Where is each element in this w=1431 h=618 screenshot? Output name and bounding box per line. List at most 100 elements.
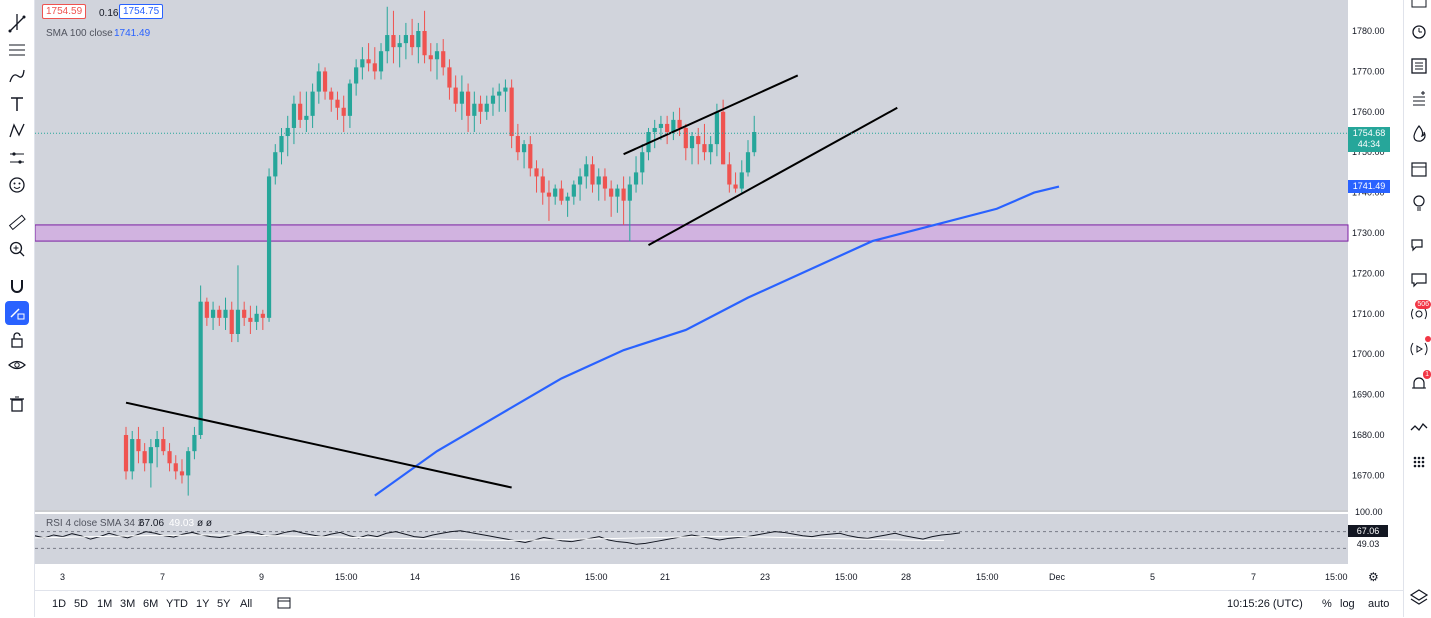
alarm-clock-icon[interactable]: [1408, 20, 1430, 42]
text-tool-icon[interactable]: [5, 92, 29, 116]
candle-body: [242, 309, 247, 318]
candle-body: [291, 103, 297, 128]
price-tick-label: 1710.00: [1352, 309, 1385, 319]
lock-icon[interactable]: [5, 328, 29, 352]
candle-body: [727, 164, 732, 185]
ideas-badge: 506: [1415, 300, 1431, 309]
price-tick-label: 1760.00: [1352, 107, 1385, 117]
add-list-icon[interactable]: [1408, 88, 1430, 110]
candle-body: [528, 144, 533, 169]
more-widgets-icon[interactable]: [1408, 451, 1430, 473]
watchlist-icon[interactable]: [1408, 0, 1430, 14]
notifications-bell-icon[interactable]: 1: [1408, 370, 1431, 395]
timeframe-all[interactable]: All: [240, 598, 253, 610]
trend-line-icon[interactable]: [5, 12, 29, 36]
ideas-lightbulb-icon[interactable]: [1408, 192, 1430, 214]
log-scale-toggle[interactable]: log: [1340, 598, 1355, 610]
timeframe-1d[interactable]: 1D: [52, 598, 67, 610]
time-tick-label: Dec: [1049, 572, 1066, 582]
chart-area[interactable]: 1780.001770.001760.001750.001740.001730.…: [35, 0, 1403, 590]
emoji-icon[interactable]: [5, 173, 29, 197]
candle-body: [335, 99, 340, 108]
price-tick-label: 1720.00: [1352, 268, 1385, 278]
zoom-in-icon[interactable]: [5, 237, 29, 261]
time-tick-label: 28: [901, 572, 911, 582]
streams-icon[interactable]: 506: [1408, 300, 1431, 325]
messages-icon[interactable]: [1408, 269, 1430, 291]
candle-body: [161, 439, 166, 452]
news-icon[interactable]: [1408, 55, 1430, 77]
candle-body: [478, 103, 483, 112]
auto-scale-toggle[interactable]: auto: [1368, 598, 1390, 610]
candle-body: [298, 103, 303, 120]
calendar-icon[interactable]: [1408, 158, 1430, 180]
cursor-tool-icon[interactable]: [5, 10, 29, 34]
lock-drawing-mode-icon[interactable]: [5, 301, 29, 325]
candle-body: [615, 188, 620, 197]
trash-icon[interactable]: [5, 392, 29, 416]
bid-price-box[interactable]: 1754.59: [42, 4, 87, 19]
hotlist-fire-icon[interactable]: [1408, 123, 1430, 145]
timeframe-1m[interactable]: 1M: [97, 598, 113, 610]
candle-body: [640, 152, 645, 173]
candle-body: [584, 164, 589, 177]
candle-body: [360, 59, 365, 68]
utc-clock[interactable]: 10:15:26 (UTC): [1227, 598, 1303, 610]
support-zone: [35, 224, 1349, 242]
pattern-tool-icon[interactable]: [5, 119, 29, 143]
candle-body: [665, 123, 670, 132]
candle-body: [708, 144, 713, 153]
candle-body: [198, 301, 203, 435]
candle-body: [223, 309, 228, 318]
price-axis: [1348, 0, 1403, 564]
timeframe-5d[interactable]: 5D: [74, 598, 89, 610]
chats-icon[interactable]: [1408, 235, 1430, 257]
candle-body: [167, 451, 172, 464]
candle-body: [179, 471, 185, 476]
timeframe-5y[interactable]: 5Y: [217, 598, 231, 610]
time-tick-label: 15:00: [335, 572, 358, 582]
chart-settings-gear-icon[interactable]: ⚙: [1368, 570, 1379, 584]
time-tick-label: 21: [660, 572, 670, 582]
candle-body: [689, 136, 695, 149]
percent-scale-toggle[interactable]: %: [1322, 598, 1332, 610]
timeframe-3m[interactable]: 3M: [120, 598, 136, 610]
magnet-icon[interactable]: [5, 274, 29, 298]
candle-body: [422, 31, 427, 56]
candle-body: [696, 136, 701, 145]
candle-body: [652, 127, 657, 132]
sma-legend-label[interactable]: SMA 100 close: [46, 28, 113, 39]
candle-body: [602, 176, 608, 189]
candle-body: [627, 184, 632, 201]
rsi-line: [35, 530, 961, 545]
candle-body: [186, 451, 191, 476]
price-tick-label: 1700.00: [1352, 349, 1385, 359]
candle-body: [322, 71, 328, 92]
time-tick-label: 7: [160, 572, 165, 582]
candle-body: [123, 435, 129, 472]
candle-body: [490, 95, 496, 104]
brush-tool-icon[interactable]: [5, 64, 29, 88]
fib-tool-icon[interactable]: [5, 38, 29, 62]
candle-body: [540, 176, 545, 193]
date-range-icon[interactable]: [277, 596, 291, 613]
layers-icon[interactable]: [1408, 586, 1430, 608]
candle-body: [745, 152, 751, 173]
candle-body: [441, 51, 446, 68]
ask-price-box[interactable]: 1754.75: [119, 4, 164, 19]
candle-body: [310, 91, 315, 116]
rsi-legend-extra: ø ø: [197, 518, 212, 529]
eye-icon[interactable]: [5, 353, 29, 377]
price-chart[interactable]: 1780.001770.001760.001750.001740.001730.…: [35, 0, 1403, 590]
prediction-tool-icon[interactable]: [5, 146, 29, 170]
rsi-legend-label[interactable]: RSI 4 close SMA 34 2: [46, 518, 144, 529]
broadcast-play-icon[interactable]: [1408, 336, 1431, 360]
sma-100-line: [374, 185, 1060, 497]
rsi-legend-value: 67.06: [139, 518, 165, 529]
timeframe-6m[interactable]: 6M: [143, 598, 159, 610]
ruler-icon[interactable]: [5, 210, 29, 234]
timeframe-ytd[interactable]: YTD: [166, 598, 188, 610]
timeframe-1y[interactable]: 1Y: [196, 598, 210, 610]
pine-wave-icon[interactable]: [1408, 417, 1430, 439]
candle-body: [254, 313, 259, 322]
